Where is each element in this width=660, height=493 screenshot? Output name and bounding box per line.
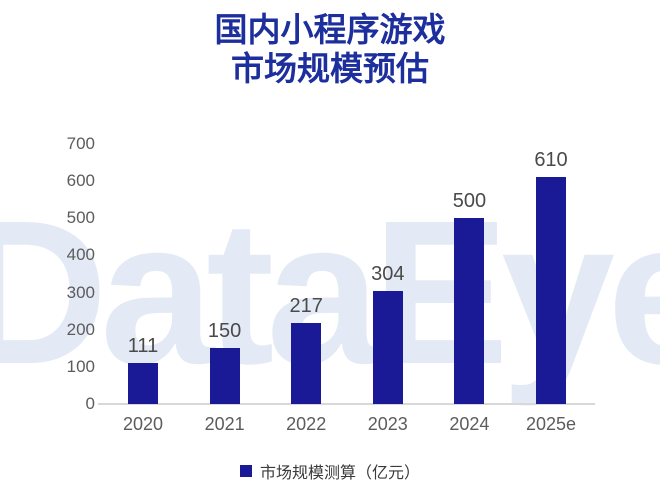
y-axis-tick-label: 600 <box>66 171 95 191</box>
chart-legend: 市场规模测算（亿元） <box>0 459 660 483</box>
y-axis-tick-label: 300 <box>66 282 95 302</box>
bar-value-label: 500 <box>452 190 487 212</box>
bar-value-label: 150 <box>207 320 242 342</box>
bar-value-label: 111 <box>127 335 159 357</box>
y-axis-tick-label: 100 <box>66 356 95 376</box>
x-axis-tick-label: 2021 <box>204 414 245 434</box>
chart-title: 国内小程序游戏 市场规模预估 <box>0 10 660 88</box>
bar-2023 <box>372 291 403 404</box>
bar-value-label: 610 <box>534 149 568 171</box>
bar-2021 <box>209 348 240 404</box>
y-axis-tick-label: 400 <box>66 245 95 265</box>
x-axis-tick-label: 2023 <box>367 414 408 434</box>
y-axis-tick-label: 500 <box>66 208 95 228</box>
chart-title-line2: 市场规模预估 <box>231 50 429 87</box>
y-axis-tick-label: 0 <box>85 394 95 413</box>
bar-2024 <box>454 218 485 404</box>
x-axis-tick-label: 2025e <box>525 414 577 434</box>
x-axis-tick-label: 2022 <box>286 414 327 434</box>
bar-2022 <box>291 323 322 404</box>
legend-label: 市场规模测算（亿元） <box>259 465 420 482</box>
x-axis-line <box>98 403 595 405</box>
x-axis-tick-label: 2024 <box>449 414 490 434</box>
x-axis-tick-label: 2020 <box>122 414 164 434</box>
bar-value-label: 304 <box>371 263 405 285</box>
chart-title-line1: 国内小程序游戏 <box>214 11 446 48</box>
bar-value-label: 217 <box>289 295 323 317</box>
bar-2020 <box>128 363 158 404</box>
y-axis-tick-label: 200 <box>66 319 95 339</box>
bar-2025e <box>536 177 566 404</box>
y-axis-tick-label: 700 <box>66 134 95 153</box>
legend-swatch-icon <box>239 465 252 477</box>
